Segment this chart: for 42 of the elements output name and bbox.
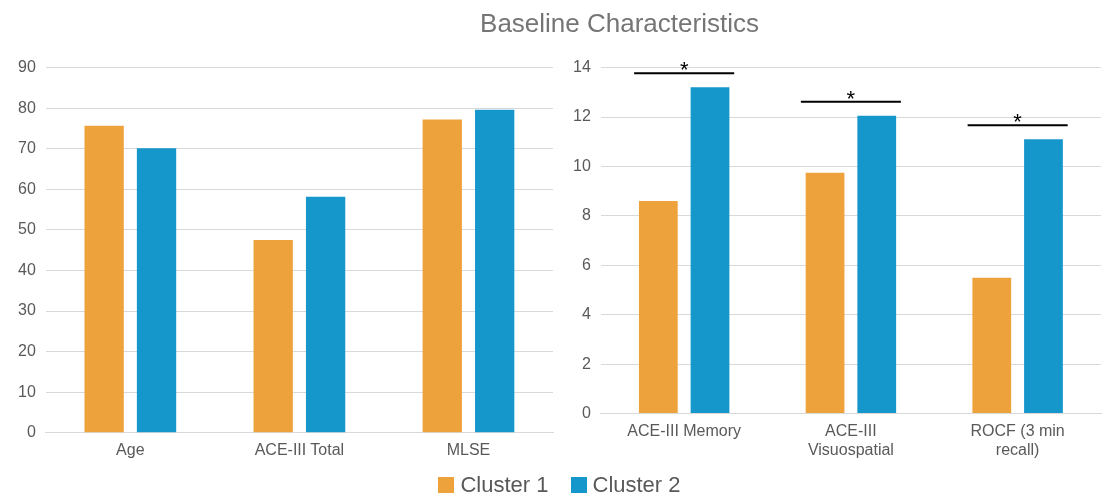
x-tick-label: MLSE — [446, 440, 491, 458]
bar — [857, 115, 897, 414]
y-tick-label: 10 — [18, 382, 36, 400]
y-tick-label: 12 — [573, 107, 591, 125]
x-tick-label: ACE-III Visuospatial — [807, 421, 894, 458]
y-tick-label: 6 — [581, 255, 591, 273]
bar — [84, 125, 124, 433]
y-tick-label: 0 — [26, 423, 36, 441]
y-tick-label: 80 — [18, 98, 36, 116]
y-tick-label: 20 — [18, 342, 36, 360]
bar — [638, 201, 678, 414]
y-tick-label: 2 — [581, 354, 591, 372]
bar — [305, 196, 346, 433]
y-tick-label: 70 — [18, 139, 36, 157]
bar — [972, 277, 1012, 414]
x-tick-label: ROCF (3 min recall) — [970, 421, 1065, 458]
x-tick-label: Age — [116, 440, 145, 458]
y-tick-label: 8 — [581, 206, 591, 224]
legend-label: Cluster 1 — [460, 472, 549, 498]
bar — [136, 148, 177, 433]
bar — [253, 240, 293, 433]
y-tick-label: 40 — [18, 260, 36, 278]
y-tick-label: 30 — [18, 301, 36, 319]
y-tick-label: 60 — [18, 179, 36, 197]
y-tick-label: 4 — [581, 305, 591, 323]
x-tick-label: ACE-III Total — [254, 440, 345, 458]
annotation: * — [679, 57, 689, 83]
y-tick-label: 0 — [581, 404, 591, 422]
text: Baseline Characteristics — [479, 8, 760, 40]
legend-label: Cluster 2 — [592, 472, 681, 498]
bar — [690, 87, 730, 414]
y-tick-label: 10 — [573, 156, 591, 174]
y-tick-label: 14 — [573, 58, 591, 76]
annotation: * — [1013, 109, 1023, 135]
bar — [475, 109, 515, 433]
y-tick-label: 90 — [18, 58, 36, 76]
bar — [805, 172, 845, 414]
bar — [422, 119, 462, 433]
bar — [1024, 139, 1063, 414]
annotation: * — [846, 85, 856, 111]
x-tick-label: ACE-III Memory — [627, 421, 742, 439]
y-tick-label: 50 — [18, 220, 36, 238]
